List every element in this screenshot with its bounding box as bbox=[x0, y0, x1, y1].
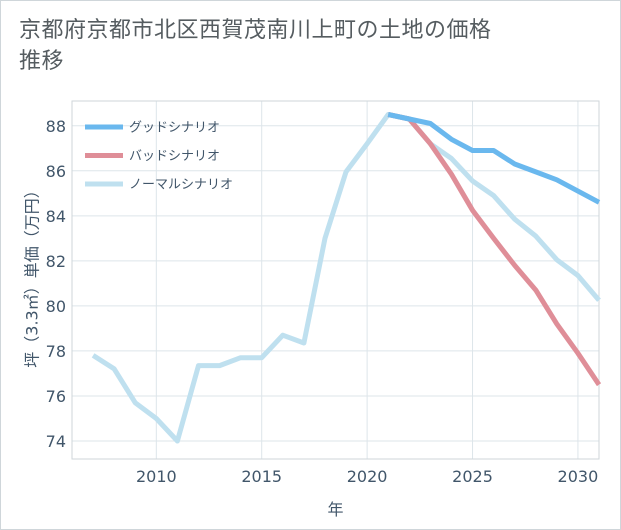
y-tick-label: 82 bbox=[46, 252, 66, 271]
x-tick-label: 2020 bbox=[347, 467, 388, 486]
x-tick-label: 2010 bbox=[136, 467, 177, 486]
y-axis-title: 坪（3.3㎡）単価（万円） bbox=[23, 182, 42, 367]
y-tick-label: 76 bbox=[46, 387, 66, 406]
tick-label-layer: 2010 2015 2020 2025 2030 74 76 78 80 82 84 86 88 bbox=[46, 117, 599, 486]
legend-label: グッドシナリオ bbox=[129, 121, 220, 136]
y-tick-label: 84 bbox=[46, 207, 66, 226]
y-tick-label: 74 bbox=[46, 432, 66, 451]
series-layer bbox=[91, 112, 602, 444]
legend-label: ノーマルシナリオ bbox=[129, 178, 233, 193]
x-axis-title: 年 bbox=[327, 500, 343, 519]
x-tick-label: 2030 bbox=[558, 467, 599, 486]
y-tick-label: 78 bbox=[46, 342, 66, 361]
legend-label: バッドシナリオ bbox=[129, 149, 220, 164]
x-tick-label: 2025 bbox=[452, 467, 493, 486]
series-line bbox=[387, 112, 601, 205]
plot-area bbox=[71, 100, 600, 460]
y-tick-label: 80 bbox=[46, 297, 66, 316]
chart-title: 京都府京都市北区西賀茂南川上町の土地の価格推移 bbox=[19, 18, 492, 74]
y-tick-label: 88 bbox=[46, 117, 66, 136]
y-tick-label: 86 bbox=[46, 162, 66, 181]
x-tick-label: 2015 bbox=[241, 467, 282, 486]
grid-layer bbox=[72, 101, 599, 459]
series-line bbox=[91, 112, 601, 444]
series-line bbox=[387, 112, 602, 387]
